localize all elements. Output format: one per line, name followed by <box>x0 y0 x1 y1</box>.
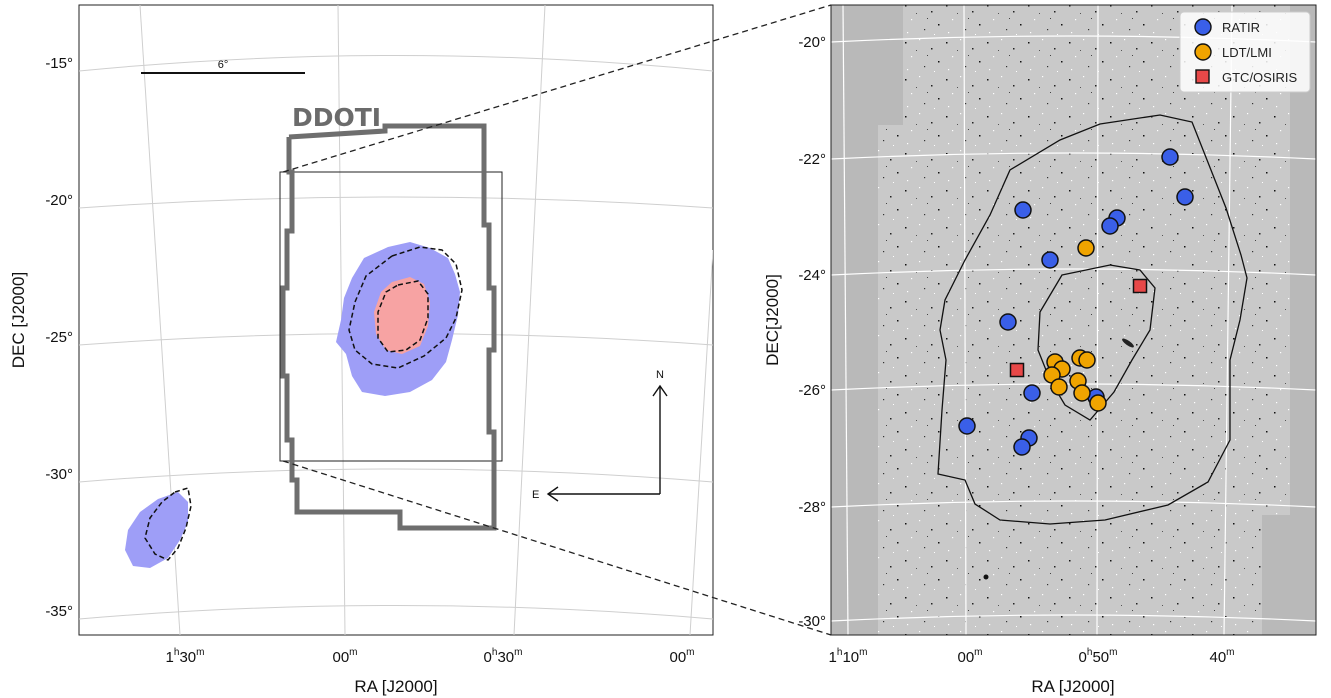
y-tick-label: -25° <box>45 329 73 346</box>
grid-ra-line <box>513 5 546 635</box>
ratir-point <box>1176 188 1194 206</box>
zoom-contour-inner <box>1037 264 1156 421</box>
grid-dec-line <box>831 500 1316 508</box>
ldt-lmi-point <box>1077 239 1095 257</box>
grid-ra-line <box>689 249 713 635</box>
y-tick-label: -20° <box>45 192 73 209</box>
grid-ra-line <box>1096 5 1099 635</box>
y-tick-label: -30° <box>798 613 826 630</box>
y-tick-label: -28° <box>798 499 826 516</box>
right-y-tick-labels: -20° -22° -24° -26° -28° -30° <box>798 34 826 630</box>
y-tick-label: -35° <box>45 603 73 620</box>
legend-ratir-marker <box>1194 18 1212 36</box>
x-tick-label: 0h50m <box>1079 647 1118 666</box>
y-tick-label: -24° <box>798 267 826 284</box>
y-tick-label: -22° <box>798 151 826 168</box>
left-map-panel: 6° DDOTI N E -15° -20° -25° -30° -35° 1h… <box>9 4 714 696</box>
x-tick-label: 40m <box>1209 647 1234 666</box>
right-grid <box>831 5 1316 635</box>
compass-east-arrowhead <box>546 486 559 502</box>
legend: RATIR LDT/LMI GTC/OSIRIS <box>1179 11 1311 93</box>
left-x-tick-labels: 1h30m 00m 0h30m 00m <box>166 647 695 666</box>
gtc-osiris-point <box>1132 278 1148 294</box>
compass-north-label: N <box>656 369 664 381</box>
ratir-point <box>1041 251 1059 269</box>
right-image-panel: RATIR LDT/LMI GTC/OSIRIS -20° -22° -24° … <box>763 4 1317 696</box>
ratir-point <box>1023 384 1041 402</box>
grid-dec-line <box>79 55 713 72</box>
zoom-region-box <box>279 171 503 462</box>
right-x-axis-label: RA [J2000] <box>1031 677 1114 696</box>
grid-ra-line <box>842 5 849 635</box>
x-tick-label: 00m <box>332 647 357 666</box>
ratir-point <box>958 417 976 435</box>
x-tick-label: 00m <box>957 647 982 666</box>
x-tick-label: 1h30m <box>166 647 205 666</box>
grid-dec-line <box>79 196 713 209</box>
scale-bar-label: 6° <box>218 59 229 71</box>
skymap-secondary-contour <box>144 487 192 561</box>
survey-image-gap <box>878 5 903 125</box>
ratir-point <box>1014 201 1032 219</box>
ddoti-footprint <box>280 123 497 531</box>
grid-dec-line <box>831 614 1316 622</box>
grid-dec-line <box>79 605 713 620</box>
legend-ldt-label: LDT/LMI <box>1222 45 1272 60</box>
right-y-axis-label: DEC[J2000] <box>763 274 782 366</box>
ldt-lmi-point <box>1073 384 1091 402</box>
bright-galaxy <box>1122 338 1134 348</box>
gtc-osiris-points <box>1009 278 1148 378</box>
zoom-connector-top <box>282 4 832 173</box>
bright-star <box>983 574 989 580</box>
left-y-tick-labels: -15° -20° -25° -30° -35° <box>45 55 73 620</box>
left-x-axis-label: RA [J2000] <box>354 677 437 696</box>
legend-ratir-label: RATIR <box>1222 20 1260 35</box>
survey-image-gap <box>1262 515 1292 635</box>
zoom-contour-outer <box>937 114 1248 525</box>
compass: N E <box>532 369 668 502</box>
ratir-point <box>1013 438 1031 456</box>
legend-gtc-marker <box>1195 69 1210 84</box>
x-tick-label: 00m <box>669 647 694 666</box>
grid-ra-line <box>963 5 967 635</box>
ratir-point <box>1101 217 1119 235</box>
ldt-lmi-point <box>1078 351 1096 369</box>
grid-dec-line <box>831 152 1316 160</box>
zoom-connector-bottom <box>282 460 832 636</box>
gtc-osiris-point <box>1009 362 1025 378</box>
right-plot-frame <box>830 4 1317 636</box>
compass-north-arrowhead <box>652 384 668 397</box>
y-tick-label: -26° <box>798 382 826 399</box>
compass-east-label: E <box>532 489 539 501</box>
y-tick-label: -20° <box>798 34 826 51</box>
x-tick-label: 1h10m <box>829 647 868 666</box>
y-tick-label: -30° <box>45 466 73 483</box>
legend-box <box>1179 11 1311 93</box>
ldt-lmi-point <box>1089 394 1107 412</box>
skymap-secondary-region <box>125 492 188 568</box>
left-y-axis-label: DEC [J2000] <box>9 272 28 368</box>
ratir-point <box>1161 148 1179 166</box>
x-tick-label: 0h30m <box>484 647 523 666</box>
ddoti-label: DDOTI <box>292 103 381 132</box>
skymap-contour-inner <box>377 280 429 353</box>
survey-image <box>878 5 1290 635</box>
skymap-contour-outer <box>348 246 463 369</box>
grid-ra-line <box>1223 5 1233 635</box>
skymap-inner-region <box>374 277 430 354</box>
legend-gtc-label: GTC/OSIRIS <box>1222 70 1297 85</box>
y-tick-label: -15° <box>45 55 73 72</box>
ldt-lmi-points <box>1043 239 1107 412</box>
legend-ldt-marker <box>1194 43 1212 61</box>
right-x-tick-labels: 1h10m 00m 0h50m 40m <box>829 647 1235 666</box>
grid-dec-line <box>79 468 713 483</box>
ldt-lmi-point <box>1050 378 1068 396</box>
ratir-point <box>999 313 1017 331</box>
grid-dec-line <box>831 268 1316 276</box>
